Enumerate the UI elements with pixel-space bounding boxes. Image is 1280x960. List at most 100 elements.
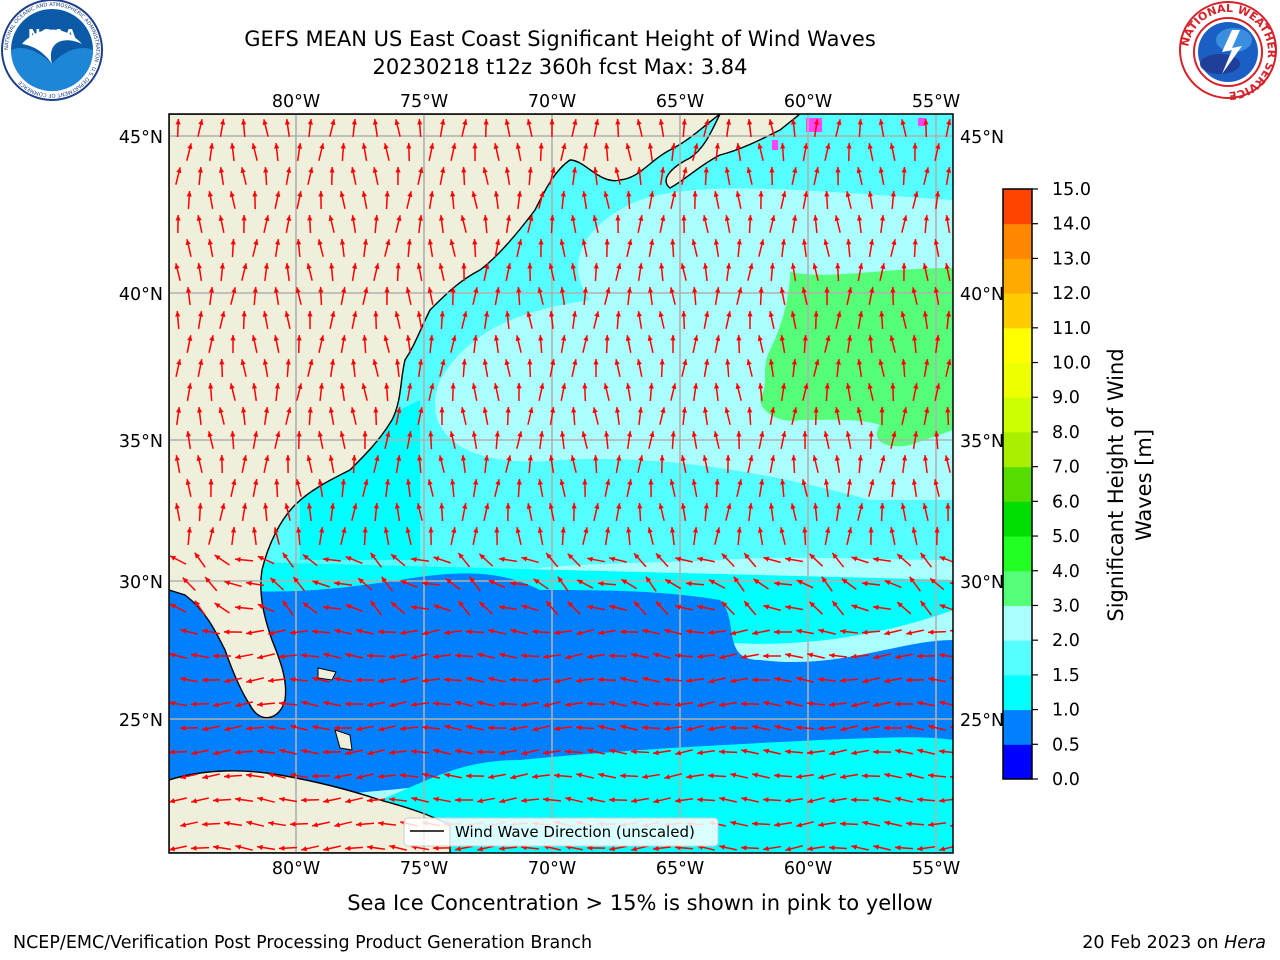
wind-wave-arrow-head: [323, 749, 329, 755]
wind-wave-arrow-head: [175, 311, 181, 317]
wind-wave-arrow-head: [779, 527, 785, 534]
wind-wave-arrow-head: [274, 143, 280, 149]
wind-wave-arrow-head: [823, 431, 829, 438]
wind-wave-arrow-head: [477, 652, 484, 658]
wind-wave-arrow-head: [614, 167, 620, 174]
wind-wave-arrow-head: [286, 167, 292, 173]
wind-wave-arrow-head: [724, 215, 730, 221]
wind-wave-arrow-head: [445, 578, 452, 584]
wind-wave-arrow-head: [935, 143, 941, 150]
wind-wave-arrow-head: [396, 215, 402, 222]
wind-wave-arrow-head: [422, 630, 429, 636]
wind-wave-arrow-head: [935, 383, 941, 390]
wind-wave-arrow-head: [433, 604, 440, 610]
wind-wave-arrow-head: [770, 215, 776, 222]
wind-wave-arrow-head: [821, 576, 828, 583]
wind-wave-arrow-head: [913, 191, 919, 198]
wind-wave-arrow-head: [571, 503, 577, 509]
wind-wave-arrow-head: [702, 215, 708, 222]
wind-wave-arrow-head: [439, 407, 445, 413]
wind-wave-arrow-shaft: [957, 335, 961, 352]
wind-wave-arrow-head: [829, 750, 836, 756]
wind-wave-arrow-head: [252, 191, 258, 197]
wind-wave-arrow-head: [598, 677, 604, 683]
wind-wave-arrow-head: [906, 772, 913, 778]
wind-wave-arrow-head: [517, 239, 523, 246]
wind-wave-arrow-head: [598, 630, 604, 636]
wind-wave-arrow-head: [493, 191, 500, 197]
wind-wave-arrow-head: [543, 653, 549, 660]
wind-wave-arrow-head: [802, 335, 808, 341]
wind-wave-arrow-head: [268, 820, 274, 827]
wind-wave-arrow-head: [262, 119, 268, 126]
wind-wave-arrow-head: [741, 845, 747, 851]
wind-wave-arrow-head: [449, 431, 455, 438]
wind-wave-arrow-head: [835, 167, 841, 173]
wind-wave-arrow-head: [527, 359, 533, 365]
wind-wave-arrow-head: [370, 552, 376, 559]
wind-wave-arrow-head: [785, 652, 791, 658]
wind-wave-arrow-head: [444, 724, 451, 730]
wind-wave-arrow-head: [649, 239, 655, 245]
wind-wave-arrow-head: [329, 263, 335, 269]
noaa-logo: NOAA NATIONAL OCEANIC AND ATMOSPHERIC AD…: [1, 0, 103, 101]
wind-wave-arrow-head: [627, 479, 633, 486]
wind-wave-arrow-head: [669, 479, 675, 486]
wind-wave-arrow-head: [330, 119, 336, 126]
wind-wave-arrow-head: [704, 359, 710, 365]
wind-wave-arrow-head: [763, 604, 770, 610]
wind-wave-arrow-head: [807, 845, 813, 852]
wind-wave-arrow-head: [394, 311, 400, 318]
wind-wave-arrow-head: [813, 215, 819, 221]
wind-wave-arrow-head: [356, 677, 362, 683]
wind-wave-arrow-head: [873, 844, 880, 850]
wind-wave-arrow-head: [297, 383, 303, 390]
wind-wave-arrow-head: [647, 335, 653, 342]
wind-wave-arrow-head: [319, 335, 325, 342]
wind-wave-arrow-head: [515, 527, 521, 534]
wind-wave-arrow-head: [637, 407, 644, 413]
wind-wave-arrow-head: [301, 846, 308, 852]
wind-wave-arrow-head: [505, 311, 511, 317]
wind-wave-arrow-head: [312, 724, 318, 730]
wind-wave-arrow-head: [373, 215, 379, 221]
wind-wave-arrow-head: [587, 796, 594, 802]
wind-wave-arrow-head: [704, 119, 710, 126]
wind-wave-arrow-head: [318, 287, 324, 293]
wind-wave-arrow-head: [702, 407, 709, 413]
wind-wave-arrow-head: [791, 455, 797, 461]
wind-wave-arrow-head: [187, 143, 193, 150]
wind-wave-arrow-head: [944, 455, 950, 462]
wind-wave-arrow-head: [405, 527, 411, 534]
wind-wave-arrow-head: [268, 677, 274, 683]
wind-wave-arrow-head: [367, 702, 373, 708]
wind-wave-arrow-head: [384, 383, 390, 389]
wind-wave-arrow-head: [230, 431, 236, 437]
wind-wave-arrow-head: [472, 479, 479, 485]
wind-wave-arrow-head: [400, 678, 407, 684]
wind-wave-arrow-head: [275, 431, 281, 438]
wind-wave-arrow-head: [691, 431, 697, 437]
wind-wave-arrow-head: [394, 119, 400, 126]
wind-wave-arrow-head: [681, 311, 687, 317]
wind-wave-arrow-head: [807, 652, 814, 658]
colorbar-tick-label: 9.0: [1052, 388, 1080, 408]
wind-wave-arrow-head: [906, 630, 913, 636]
wind-wave-arrow-head: [680, 455, 686, 462]
wind-wave-arrow-head: [472, 335, 479, 341]
wind-wave-arrow-head: [682, 359, 688, 366]
wind-wave-arrow-head: [891, 431, 897, 438]
wind-wave-arrow-head: [593, 455, 599, 461]
wind-wave-arrow-head: [207, 431, 213, 438]
wind-wave-arrow-head: [235, 796, 241, 803]
wind-wave-arrow-head: [218, 407, 224, 414]
wind-wave-arrow-head: [218, 215, 224, 222]
wind-wave-arrow-head: [301, 700, 308, 706]
wind-wave-arrow-head: [928, 773, 934, 779]
wind-wave-arrow-head: [290, 677, 296, 683]
wind-wave-arrow-head: [825, 335, 831, 342]
wind-wave-arrow-head: [658, 503, 664, 510]
wind-wave-arrow-head: [296, 143, 303, 149]
wind-wave-arrow-head: [769, 263, 775, 269]
wind-wave-arrow-head: [268, 724, 274, 731]
